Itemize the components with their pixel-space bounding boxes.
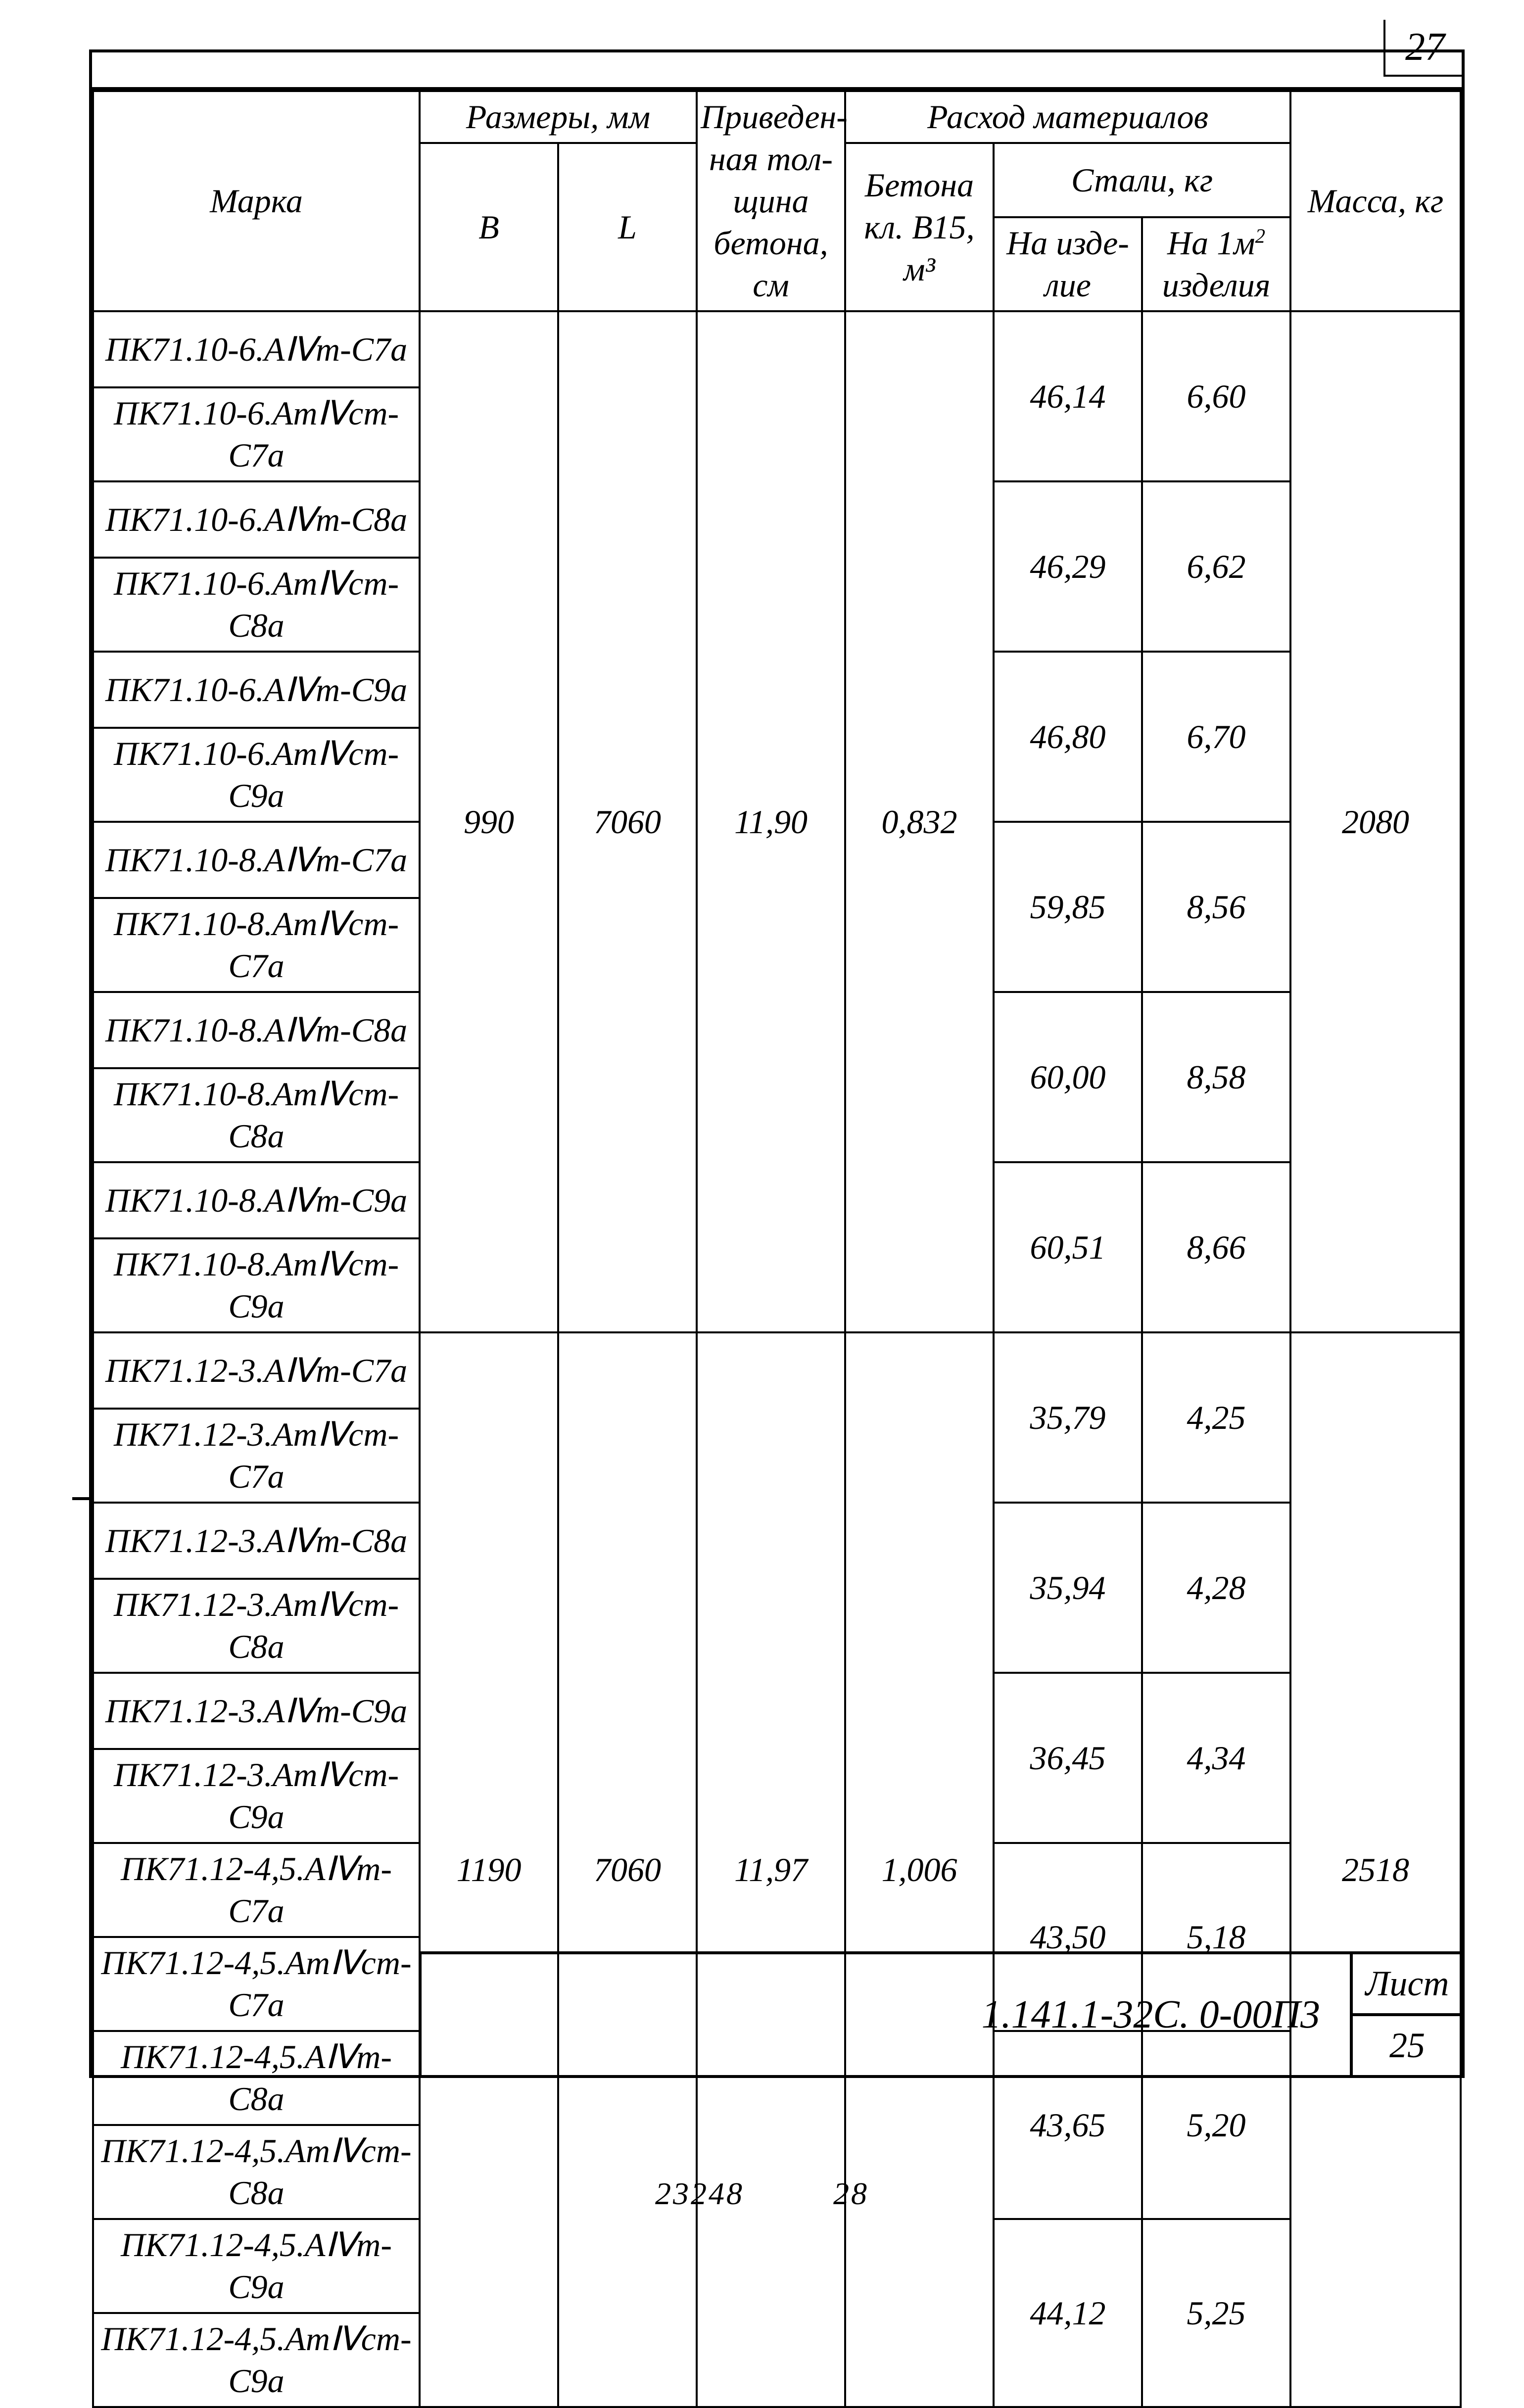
bottom-num-right: 28: [833, 2176, 869, 2211]
sheet-number: 25: [1353, 2016, 1462, 2075]
cell-marka: ПК71.10-6.АⅣт-С8а: [93, 481, 420, 558]
cell-marka: ПК71.12-4,5.АⅣт-С9а: [93, 2219, 420, 2313]
cell-steel-m2: 8,58: [1142, 992, 1290, 1162]
h-na-m2: На 1м2 изделия: [1142, 217, 1290, 311]
cell-mass: 2518: [1290, 1332, 1461, 2407]
h-priveden: Приведен-ная тол-щина бетона, см: [697, 91, 845, 311]
cell-marka: ПК71.10-6.АтⅣст-С7а: [93, 387, 420, 481]
table-row: ПК71.10-6.АⅣт-С7а990706011,900,83246,146…: [93, 311, 1461, 387]
h-beton: Бетона кл. В15, м³: [845, 143, 994, 311]
cell-L: 7060: [558, 1332, 697, 2407]
cell-priv: 11,90: [697, 311, 845, 1332]
h-na-m2-p1: На 1м: [1167, 224, 1255, 262]
top-gap: [92, 52, 1462, 90]
bottom-num-left: 23248: [655, 2176, 744, 2211]
cell-steel-m2: 4,25: [1142, 1332, 1290, 1503]
table-header: Марка Размеры, мм Приведен-ная тол-щина …: [93, 91, 1461, 311]
cell-marka: ПК71.10-8.АⅣт-С8а: [93, 992, 420, 1068]
cell-marka: ПК71.12-4,5.АтⅣст-С9а: [93, 2313, 420, 2407]
cell-marka: ПК71.12-4,5.АⅣт-С8а: [93, 2031, 420, 2125]
cell-steel-product: 59,85: [994, 822, 1142, 992]
h-na-m2-p2: изделия: [1162, 266, 1271, 304]
cell-steel-m2: 5,25: [1142, 2219, 1290, 2407]
page: 27 Марка Размеры, мм Приведен-ная тол-щи…: [0, 0, 1524, 2217]
h-rashod: Расход материалов: [845, 91, 1290, 143]
cell-steel-m2: 6,60: [1142, 311, 1290, 481]
cell-steel-product: 46,14: [994, 311, 1142, 481]
cell-marka: ПК71.12-3.АтⅣст-С7а: [93, 1409, 420, 1503]
cell-steel-product: 36,45: [994, 1673, 1142, 1843]
cell-marka: ПК71.10-8.АтⅣст-С8а: [93, 1068, 420, 1162]
table-body: ПК71.10-6.АⅣт-С7а990706011,900,83246,146…: [93, 311, 1461, 2407]
drawing-frame: Марка Размеры, мм Приведен-ная тол-щина …: [89, 49, 1465, 2078]
h-marka: Марка: [93, 91, 420, 311]
bottom-numbers: 23248 28: [616, 2175, 908, 2212]
cell-marka: ПК71.12-3.АтⅣст-С8а: [93, 1579, 420, 1673]
cell-steel-m2: 6,70: [1142, 652, 1290, 822]
cell-steel-product: 35,94: [994, 1503, 1142, 1673]
h-L: L: [558, 143, 697, 311]
cell-marka: ПК71.10-6.АⅣт-С7а: [93, 311, 420, 387]
cell-marka: ПК71.12-3.АⅣт-С7а: [93, 1332, 420, 1409]
cell-marka: ПК71.10-6.АⅣт-С9а: [93, 652, 420, 728]
cell-marka: ПК71.10-8.АтⅣст-С7а: [93, 898, 420, 992]
table-row: ПК71.12-3.АⅣт-С7а1190706011,971,00635,79…: [93, 1332, 1461, 1409]
cell-marka: ПК71.12-3.АтⅣст-С9а: [93, 1749, 420, 1843]
cell-marka: ПК71.10-8.АⅣт-С9а: [93, 1162, 420, 1238]
cell-marka: ПК71.10-8.АⅣт-С7а: [93, 822, 420, 898]
cell-B: 1190: [420, 1332, 558, 2407]
cell-marka: ПК71.10-6.АтⅣст-С8а: [93, 558, 420, 652]
cell-steel-m2: 8,56: [1142, 822, 1290, 992]
cell-marka: ПК71.12-3.АⅣт-С9а: [93, 1673, 420, 1749]
cell-marka: ПК71.12-3.АⅣт-С8а: [93, 1503, 420, 1579]
h-na-izd: На изде-лие: [994, 217, 1142, 311]
left-tick: [72, 1497, 92, 1500]
sheet-label: Лист: [1353, 1954, 1462, 2016]
cell-steel-product: 60,00: [994, 992, 1142, 1162]
cell-mass: 2080: [1290, 311, 1461, 1332]
cell-steel-product: 44,12: [994, 2219, 1142, 2407]
sheet-box: Лист 25: [1350, 1954, 1462, 2075]
cell-steel-m2: 8,66: [1142, 1162, 1290, 1332]
doc-code: 1.141.1-32С. 0-00П3: [422, 1954, 1350, 2075]
cell-steel-m2: 6,62: [1142, 481, 1290, 652]
h-stal: Стали, кг: [994, 143, 1290, 217]
cell-beton: 0,832: [845, 311, 994, 1332]
cell-priv: 11,97: [697, 1332, 845, 2407]
cell-marka: ПК71.12-4,5.АтⅣст-С8а: [93, 2125, 420, 2219]
cell-marka: ПК71.12-4,5.АтⅣст-С7а: [93, 1937, 420, 2031]
cell-B: 990: [420, 311, 558, 1332]
cell-beton: 1,006: [845, 1332, 994, 2407]
cell-steel-m2: 4,34: [1142, 1673, 1290, 1843]
h-B: B: [420, 143, 558, 311]
cell-steel-m2: 4,28: [1142, 1503, 1290, 1673]
cell-L: 7060: [558, 311, 697, 1332]
h-massa: Масса, кг: [1290, 91, 1461, 311]
cell-marka: ПК71.10-8.АтⅣст-С9а: [93, 1238, 420, 1332]
cell-steel-product: 35,79: [994, 1332, 1142, 1503]
title-block: 1.141.1-32С. 0-00П3 Лист 25: [419, 1951, 1462, 2075]
cell-steel-product: 46,29: [994, 481, 1142, 652]
cell-steel-product: 60,51: [994, 1162, 1142, 1332]
h-razmery: Размеры, мм: [420, 91, 697, 143]
cell-marka: ПК71.10-6.АтⅣст-С9а: [93, 728, 420, 822]
cell-steel-product: 46,80: [994, 652, 1142, 822]
cell-marka: ПК71.12-4,5.АⅣт-С7а: [93, 1843, 420, 1937]
